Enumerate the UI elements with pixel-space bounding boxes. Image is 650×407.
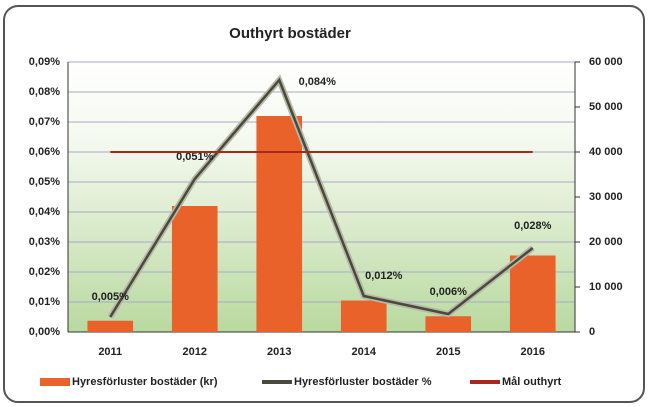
- y-tick-label: 0,06%: [29, 146, 60, 158]
- y2-tick-label: 60 000: [589, 56, 623, 68]
- x-tick-label: 2015: [436, 346, 460, 358]
- y2-tick-label: 10 000: [589, 281, 623, 293]
- bar: [87, 320, 134, 332]
- data-label: 0,012%: [365, 270, 403, 282]
- y2-tick-label: 30 000: [589, 191, 623, 203]
- y2-tick-label: 0: [589, 326, 595, 338]
- data-label: 0,005%: [92, 291, 130, 303]
- x-tick-label: 2016: [521, 346, 545, 358]
- y-tick-label: 0,00%: [29, 326, 60, 338]
- legend-label: Hyresförluster bostäder %: [294, 376, 432, 388]
- y2-tick-label: 20 000: [589, 236, 623, 248]
- plot-area: [68, 62, 575, 332]
- y-tick-label: 0,09%: [29, 56, 60, 68]
- bar: [171, 206, 218, 332]
- y-tick-label: 0,01%: [29, 296, 60, 308]
- bar: [509, 255, 556, 332]
- legend-label: Hyresförluster bostäder (kr): [72, 376, 218, 388]
- x-tick-label: 2012: [183, 346, 207, 358]
- x-tick-label: 2014: [352, 346, 377, 358]
- bar: [340, 300, 387, 332]
- legend-swatch: [40, 378, 70, 386]
- y2-tick-label: 40 000: [589, 146, 623, 158]
- chart-title: Outhyrt bostäder: [229, 25, 351, 42]
- y2-tick-label: 50 000: [589, 101, 623, 113]
- x-tick-label: 2011: [98, 346, 122, 358]
- y-tick-label: 0,04%: [29, 206, 60, 218]
- bar: [425, 316, 472, 332]
- bar: [256, 116, 303, 332]
- data-label: 0,051%: [176, 151, 214, 163]
- y-tick-label: 0,07%: [29, 116, 60, 128]
- legend-label: Mål outhyrt: [502, 376, 562, 388]
- line: [109, 77, 534, 318]
- y-tick-label: 0,02%: [29, 266, 60, 278]
- y-tick-label: 0,05%: [29, 176, 60, 188]
- data-label: 0,006%: [430, 286, 468, 298]
- y-tick-label: 0,08%: [29, 86, 60, 98]
- x-tick-label: 2013: [267, 346, 291, 358]
- y-tick-label: 0,03%: [29, 236, 60, 248]
- data-label: 0,028%: [514, 220, 552, 232]
- data-label: 0,084%: [299, 76, 337, 88]
